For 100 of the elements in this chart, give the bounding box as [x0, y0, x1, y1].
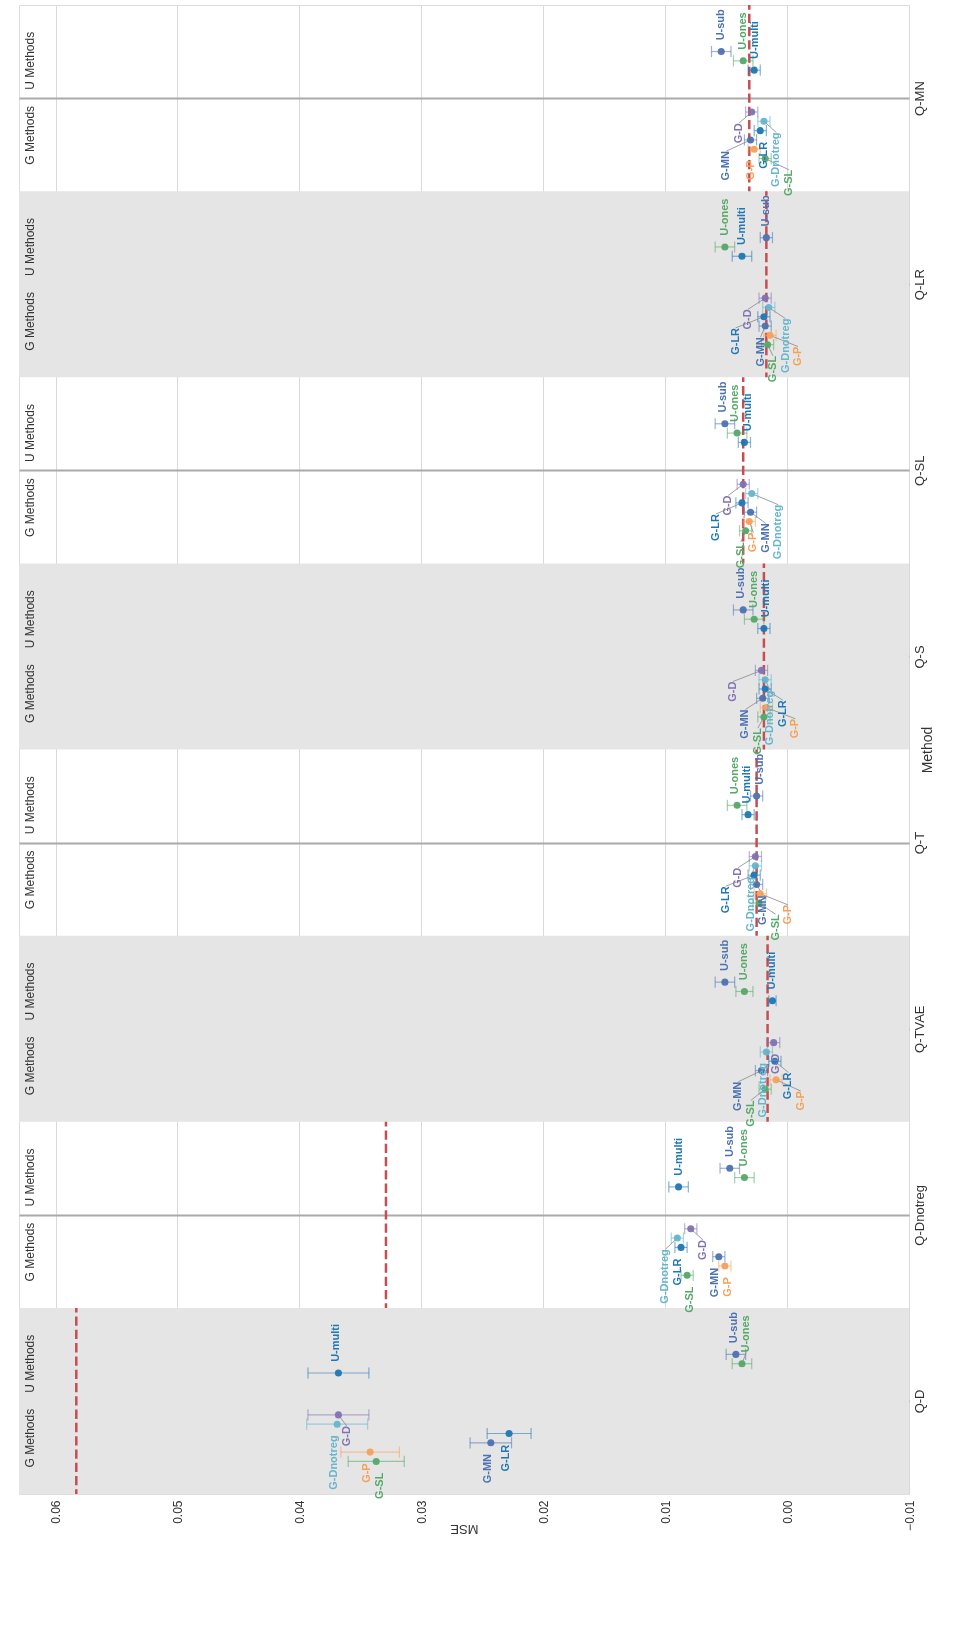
x-axis-title: MSE	[450, 1521, 479, 1537]
text: G-SL	[781, 169, 794, 196]
text: G-D	[695, 1239, 708, 1261]
text: G-P	[793, 1091, 806, 1111]
text: G-LR	[670, 1258, 683, 1286]
text: G-D	[731, 867, 744, 888]
text: G-D	[731, 123, 744, 144]
x-tick-label: 0.05	[170, 1500, 185, 1524]
y-tick-label: Q-T	[911, 831, 927, 855]
text: G Methods	[23, 478, 37, 537]
text: U-sub	[752, 753, 765, 785]
text: G-D	[768, 1053, 781, 1074]
text: G-Dnotreg	[771, 504, 784, 560]
text: U-ones	[727, 756, 740, 795]
y-tick-label: Q-MN	[911, 81, 927, 116]
text: G-Dnotreg	[327, 1435, 340, 1490]
text: U Methods	[23, 217, 37, 276]
text: G-SL	[683, 1286, 696, 1313]
y-tick-label: Q-S	[911, 645, 927, 669]
text: G-D	[721, 495, 734, 516]
y-tick-label: Q-LR	[911, 269, 927, 301]
text: U-multi	[740, 765, 753, 804]
text: G-P	[744, 160, 757, 180]
text: G-P	[746, 532, 759, 553]
annotation: G Methods	[23, 105, 37, 165]
x-tick-label: 0.00	[780, 1500, 795, 1524]
y-tick-label: Q-D	[911, 1389, 927, 1414]
text: U-ones	[728, 384, 741, 422]
text: G-MN	[708, 1267, 721, 1298]
text: G-LR	[775, 700, 788, 728]
text: G-D	[741, 309, 754, 330]
text: G-MN	[731, 1081, 744, 1112]
text: G-LR	[499, 1444, 512, 1472]
y-tick-label: Q-SL	[911, 455, 927, 486]
text: G-SL	[372, 1472, 385, 1499]
text: G-MN	[480, 1453, 493, 1484]
text: U-multi	[740, 393, 753, 432]
text: G-LR	[756, 141, 769, 169]
text: G-P	[791, 346, 804, 367]
text: U-ones	[739, 1315, 752, 1353]
text: U Methods	[23, 962, 37, 1021]
text: G-P	[360, 1463, 373, 1483]
text: U-sub	[722, 1125, 735, 1158]
text: G Methods	[23, 1036, 37, 1096]
text: G-SL	[733, 541, 746, 569]
x-tick-label: 0.03	[414, 1500, 429, 1524]
x-tick-label: 0.06	[49, 1500, 64, 1524]
text: G-MN	[738, 709, 751, 739]
text: G Methods	[23, 1408, 37, 1468]
text: G-LR	[728, 327, 741, 355]
text: G-Dnotreg	[658, 1249, 671, 1304]
y-axis-title: Method	[918, 726, 935, 774]
annotation: U Methods	[23, 31, 37, 90]
text: U-sub	[715, 381, 728, 413]
text: G-D	[339, 1426, 352, 1447]
text: G-LR	[708, 514, 721, 541]
text: U-sub	[734, 567, 747, 599]
text: U-multi	[765, 951, 778, 990]
text: G-LR	[781, 1072, 794, 1100]
text: U-ones	[735, 12, 748, 50]
text: U Methods	[23, 404, 37, 463]
x-tick-label: 0.02	[536, 1500, 551, 1524]
text: U-ones	[746, 570, 759, 609]
x-tick-label: 0.01	[658, 1500, 673, 1524]
text: G-SL	[750, 728, 763, 755]
text: G-MN	[753, 337, 766, 367]
text: G-MN	[719, 151, 732, 181]
text: G-MN	[756, 895, 769, 925]
text: G-P	[788, 718, 801, 739]
text: G-SL	[766, 355, 779, 383]
text: U-multi	[329, 1323, 342, 1362]
text: G Methods	[23, 664, 37, 724]
text: U-sub	[726, 1311, 739, 1344]
x-tick-label: 0.04	[292, 1500, 307, 1524]
text: G-P	[781, 904, 794, 925]
text: U Methods	[23, 776, 37, 835]
text: G-D	[725, 681, 738, 702]
text: G-SL	[743, 1100, 756, 1127]
text: U-multi	[759, 579, 772, 618]
text: U-ones	[737, 1129, 750, 1167]
text: G Methods	[23, 292, 37, 351]
text: U-sub	[759, 195, 772, 227]
text: U-multi	[671, 1137, 684, 1176]
y-tick-label: Q-Dnotreg	[911, 1184, 927, 1246]
text: G-Dnotreg	[743, 877, 756, 932]
text: G-Dnotreg	[756, 1063, 769, 1118]
text: U-multi	[748, 21, 761, 59]
text: U-ones	[717, 198, 730, 236]
text: U-sub	[713, 9, 726, 41]
text: U-ones	[737, 943, 750, 981]
text: G-LR	[718, 886, 731, 914]
text: G-Dnotreg	[763, 690, 776, 746]
text: G-SL	[768, 914, 781, 941]
text: G-P	[720, 1277, 733, 1297]
text: G-MN	[758, 523, 771, 553]
text: U Methods	[23, 590, 37, 649]
x-tick-label: −0.01	[902, 1500, 917, 1531]
text: U-sub	[717, 939, 730, 971]
text: G-Dnotreg	[769, 132, 782, 187]
text: G Methods	[23, 850, 37, 910]
